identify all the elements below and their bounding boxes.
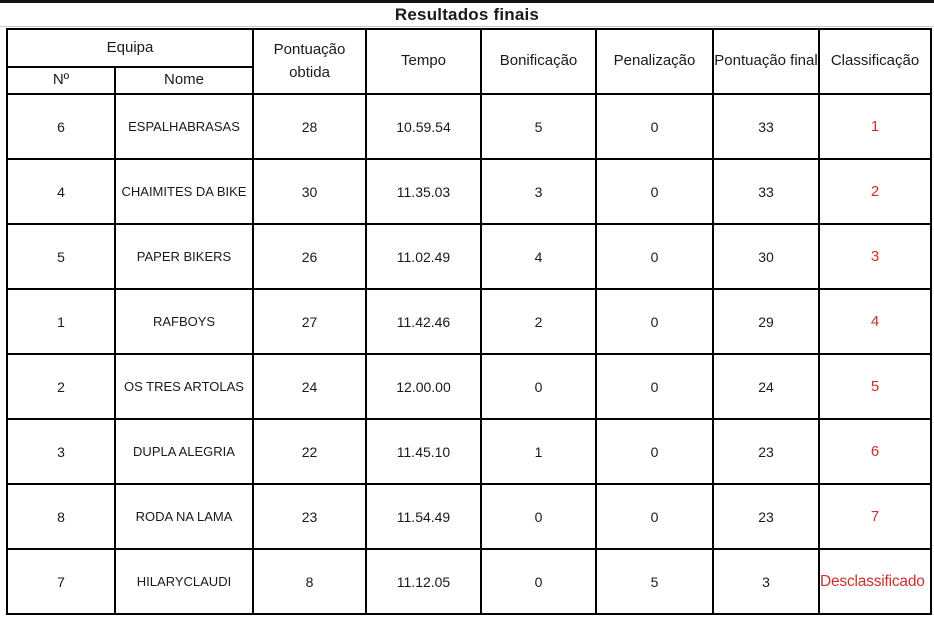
cell-bonus: 0 (480, 353, 597, 420)
header-classificacao: Classificação (818, 28, 932, 95)
table-row: 5 PAPER BIKERS 26 11.02.49 4 0 30 3 (6, 223, 932, 290)
top-rule (0, 0, 934, 3)
cell-points-obtained: 26 (252, 223, 367, 290)
table-row: 2 OS TRES ARTOLAS 24 12.00.00 0 0 24 5 (6, 353, 932, 420)
cell-penalty: 0 (595, 288, 714, 355)
page-break-line (0, 26, 934, 27)
header-numero: Nº (6, 66, 116, 95)
cell-team-number: 6 (6, 93, 116, 160)
header-pontuacao-final: Pontuação final (712, 28, 820, 95)
cell-team-name: CHAIMITES DA BIKE (114, 158, 254, 225)
cell-team-name: DUPLA ALEGRIA (114, 418, 254, 485)
cell-classification: 3 (818, 223, 932, 290)
cell-points-obtained: 23 (252, 483, 367, 550)
cell-penalty: 0 (595, 353, 714, 420)
cell-penalty: 5 (595, 548, 714, 615)
cell-time: 11.54.49 (365, 483, 482, 550)
cell-final-points: 23 (712, 483, 820, 550)
cell-penalty: 0 (595, 158, 714, 225)
cell-penalty: 0 (595, 223, 714, 290)
table-row: 8 RODA NA LAMA 23 11.54.49 0 0 23 7 (6, 483, 932, 550)
cell-classification: 4 (818, 288, 932, 355)
results-table: Equipa Pontuação obtida Tempo Bonificaçã… (6, 28, 932, 615)
cell-team-name: HILARYCLAUDI (114, 548, 254, 615)
cell-team-number: 7 (6, 548, 116, 615)
header-tempo: Tempo (365, 28, 482, 95)
cell-team-name: RAFBOYS (114, 288, 254, 355)
header-penalizacao: Penalização (595, 28, 714, 95)
cell-team-number: 4 (6, 158, 116, 225)
header-pontuacao-obtida: Pontuação obtida (252, 28, 367, 95)
cell-penalty: 0 (595, 93, 714, 160)
page-title: Resultados finais (394, 5, 540, 24)
cell-final-points: 24 (712, 353, 820, 420)
cell-points-obtained: 30 (252, 158, 367, 225)
cell-team-number: 8 (6, 483, 116, 550)
cell-classification: 6 (818, 418, 932, 485)
table-row: 1 RAFBOYS 27 11.42.46 2 0 29 4 (6, 288, 932, 355)
cell-classification: 1 (818, 93, 932, 160)
cell-bonus: 4 (480, 223, 597, 290)
cell-points-obtained: 27 (252, 288, 367, 355)
cell-bonus: 3 (480, 158, 597, 225)
cell-bonus: 1 (480, 418, 597, 485)
table-row: 4 CHAIMITES DA BIKE 30 11.35.03 3 0 33 2 (6, 158, 932, 225)
cell-team-name: PAPER BIKERS (114, 223, 254, 290)
cell-bonus: 5 (480, 93, 597, 160)
cell-time: 12.00.00 (365, 353, 482, 420)
cell-classification: 5 (818, 353, 932, 420)
cell-time: 11.45.10 (365, 418, 482, 485)
cell-final-points: 23 (712, 418, 820, 485)
cell-final-points: 29 (712, 288, 820, 355)
cell-points-obtained: 28 (252, 93, 367, 160)
cell-penalty: 0 (595, 418, 714, 485)
header-bonificacao: Bonificação (480, 28, 597, 95)
cell-final-points: 3 (712, 548, 820, 615)
cell-bonus: 0 (480, 548, 597, 615)
cell-team-name: OS TRES ARTOLAS (114, 353, 254, 420)
cell-final-points: 33 (712, 158, 820, 225)
table-row: 3 DUPLA ALEGRIA 22 11.45.10 1 0 23 6 (6, 418, 932, 485)
cell-final-points: 30 (712, 223, 820, 290)
cell-points-obtained: 24 (252, 353, 367, 420)
cell-time: 11.12.05 (365, 548, 482, 615)
cell-classification: 2 (818, 158, 932, 225)
results-table-body: 6 ESPALHABRASAS 28 10.59.54 5 0 33 1 4 C… (6, 93, 932, 615)
cell-final-points: 33 (712, 93, 820, 160)
cell-team-number: 3 (6, 418, 116, 485)
cell-classification: 7 (818, 483, 932, 550)
cell-time: 10.59.54 (365, 93, 482, 160)
cell-points-obtained: 22 (252, 418, 367, 485)
cell-classification: Desclassificado (818, 548, 932, 615)
cell-time: 11.42.46 (365, 288, 482, 355)
cell-team-number: 1 (6, 288, 116, 355)
cell-team-number: 5 (6, 223, 116, 290)
cell-bonus: 2 (480, 288, 597, 355)
cell-time: 11.02.49 (365, 223, 482, 290)
header-equipa: Equipa (6, 28, 254, 68)
cell-team-number: 2 (6, 353, 116, 420)
cell-time: 11.35.03 (365, 158, 482, 225)
table-header: Equipa Pontuação obtida Tempo Bonificaçã… (6, 28, 932, 95)
cell-penalty: 0 (595, 483, 714, 550)
cell-team-name: ESPALHABRASAS (114, 93, 254, 160)
cell-points-obtained: 8 (252, 548, 367, 615)
cell-bonus: 0 (480, 483, 597, 550)
table-row: 7 HILARYCLAUDI 8 11.12.05 0 5 3 Desclass… (6, 548, 932, 615)
cell-team-name: RODA NA LAMA (114, 483, 254, 550)
table-row: 6 ESPALHABRASAS 28 10.59.54 5 0 33 1 (6, 93, 932, 160)
header-nome: Nome (114, 66, 254, 95)
